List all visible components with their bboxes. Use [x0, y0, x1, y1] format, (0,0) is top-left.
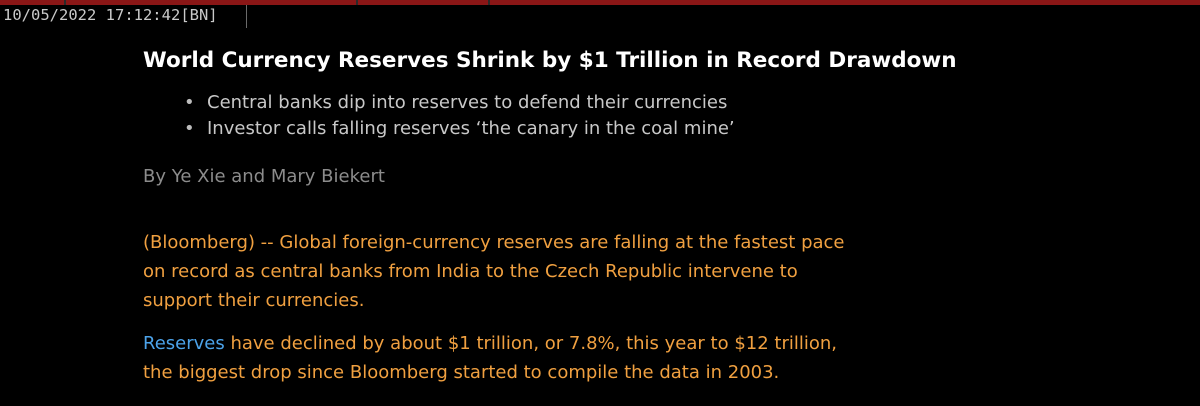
reserves-link[interactable]: Reserves	[143, 333, 225, 354]
story-timestamp: 10/05/2022 17:12:42[BN]	[3, 6, 218, 24]
accent-segment	[0, 0, 64, 5]
timestamp-row: 10/05/2022 17:12:42[BN]	[0, 5, 1200, 28]
source-tag: [BN]	[180, 6, 218, 24]
bullet-icon: •	[184, 92, 195, 113]
paragraph-line: support their currencies.	[143, 290, 365, 311]
bullet-text: Investor calls falling reserves ‘the can…	[207, 118, 735, 139]
paragraph-line: on record as central banks from India to…	[143, 261, 798, 282]
timestamp-divider	[246, 5, 247, 28]
byline: By Ye Xie and Mary Biekert	[143, 166, 385, 187]
bullet-text: Central banks dip into reserves to defen…	[207, 92, 728, 113]
paragraph-line: Reserves have declined by about $1 trill…	[143, 329, 837, 358]
body-paragraph: (Bloomberg) -- Global foreign-currency r…	[143, 228, 845, 315]
accent-segment	[490, 0, 1200, 5]
summary-bullet: • Central banks dip into reserves to def…	[184, 90, 735, 116]
accent-segment	[66, 0, 356, 5]
top-accent-bar	[0, 0, 1200, 5]
timestamp-text: 10/05/2022 17:12:42	[3, 6, 181, 24]
paragraph-text: have declined by about $1 trillion, or 7…	[224, 333, 838, 354]
paragraph-line: the biggest drop since Bloomberg started…	[143, 362, 780, 383]
accent-segment	[358, 0, 488, 5]
summary-bullet: • Investor calls falling reserves ‘the c…	[184, 116, 735, 142]
article-headline: World Currency Reserves Shrink by $1 Tri…	[143, 48, 957, 73]
bullet-icon: •	[184, 118, 195, 139]
paragraph-line: (Bloomberg) -- Global foreign-currency r…	[143, 232, 845, 253]
body-paragraph: Reserves have declined by about $1 trill…	[143, 329, 837, 387]
summary-bullets: • Central banks dip into reserves to def…	[184, 90, 735, 142]
